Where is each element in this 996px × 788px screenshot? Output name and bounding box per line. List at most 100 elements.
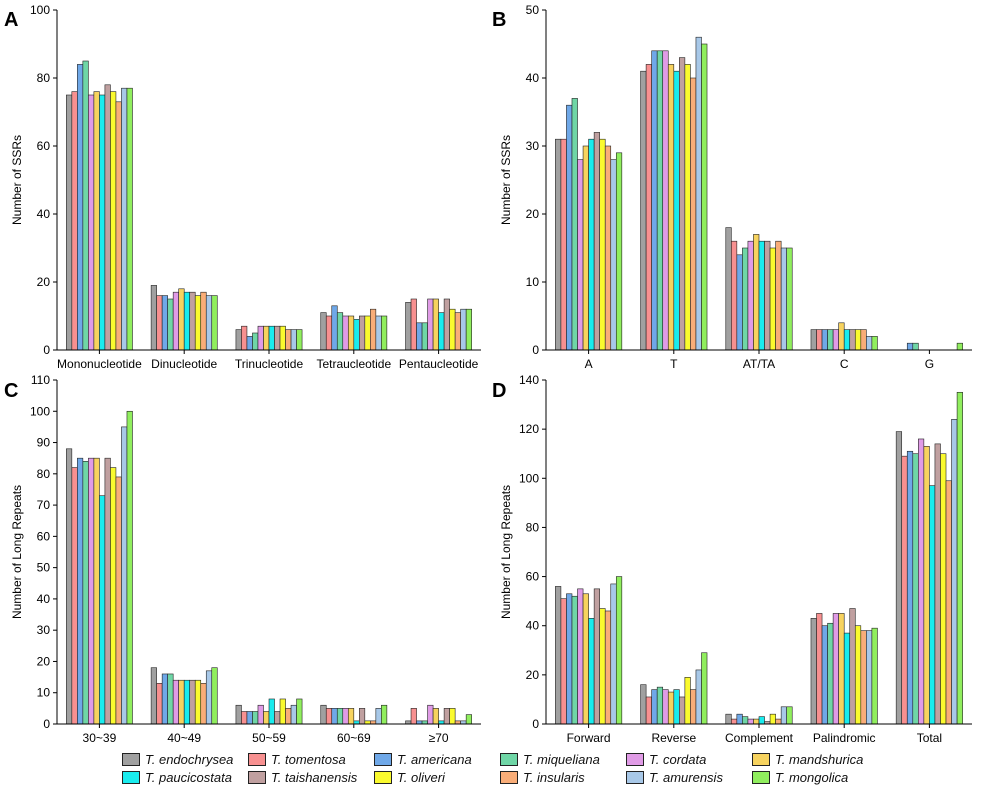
bar: [172, 679, 179, 725]
bar: [679, 57, 686, 351]
bar: [121, 426, 128, 725]
bar: [167, 673, 174, 725]
bar: [246, 336, 253, 351]
bar: [150, 667, 157, 725]
x-tick-label: 30~39: [83, 731, 117, 745]
bar: [325, 315, 333, 351]
y-tick-label: 10: [526, 275, 540, 289]
bar: [241, 711, 248, 725]
bar: [246, 711, 253, 725]
bar: [673, 70, 680, 351]
bar: [359, 315, 366, 351]
bar: [838, 322, 845, 351]
bar: [816, 613, 823, 725]
legend-swatch: [248, 770, 266, 784]
bar: [662, 50, 669, 351]
bar: [810, 618, 817, 725]
bar: [126, 410, 133, 725]
x-tick-label: 60~69: [337, 731, 371, 745]
y-axis-label: Number of SSRs: [10, 135, 24, 225]
y-tick-label: 40: [37, 207, 51, 221]
bar: [838, 613, 845, 725]
legend-swatch: [752, 752, 770, 766]
y-tick-label: 20: [37, 275, 51, 289]
bar: [200, 291, 207, 351]
bar: [684, 64, 691, 351]
bar: [945, 480, 952, 725]
bar: [571, 595, 578, 725]
bar: [736, 713, 743, 725]
bar: [416, 322, 423, 351]
bar: [821, 329, 828, 351]
bar: [906, 342, 914, 351]
bar: [71, 467, 78, 725]
bar: [786, 706, 793, 725]
legend-label: T. taishanensis: [271, 769, 358, 785]
y-tick-label: 100: [30, 3, 50, 17]
legend-item-insularis: T. insularis: [500, 770, 626, 785]
bar: [895, 431, 903, 725]
bar: [912, 342, 919, 351]
chart-panel-b: B Number of SSRs 0 10 20 30 40 50 A T AT/TA C G: [492, 3, 972, 371]
bar: [656, 50, 664, 351]
y-tick-label: 40: [37, 592, 51, 606]
bar: [381, 704, 388, 725]
legend-item-amurensis: T. amurensis: [626, 770, 752, 785]
y-tick-label: 60: [526, 570, 540, 584]
bar: [121, 87, 128, 351]
x-tick-label: Trinucleotide: [235, 357, 304, 371]
bar: [449, 708, 456, 725]
bar: [701, 43, 708, 351]
bar: [290, 704, 297, 725]
bar: [775, 240, 782, 351]
bar: [104, 84, 111, 351]
legend-item-taishanensis: T. taishanensis: [248, 770, 374, 785]
legend-swatch: [626, 770, 644, 784]
bar: [651, 689, 658, 725]
bar: [211, 667, 218, 725]
bar: [104, 457, 111, 725]
bar: [849, 608, 856, 725]
bar: [370, 308, 377, 351]
y-tick-label: 80: [37, 71, 51, 85]
x-tick-label: Complement: [725, 731, 794, 745]
bar: [769, 713, 776, 725]
y-tick-label: 0: [532, 343, 539, 357]
legend-label: T. mandshurica: [775, 751, 864, 767]
legend-label: T. americana: [397, 751, 472, 767]
bar: [610, 159, 617, 351]
bar: [460, 308, 467, 351]
y-tick-label: 0: [532, 717, 539, 731]
bar: [860, 630, 867, 725]
panel-letter: C: [4, 380, 18, 402]
bar: [66, 94, 73, 351]
bar: [126, 87, 133, 351]
legend-item-endochrysea: T. endochrysea: [122, 752, 248, 767]
bar: [640, 684, 647, 725]
bar: [438, 312, 445, 351]
bar: [156, 683, 163, 725]
bar: [780, 706, 787, 725]
bar: [252, 711, 259, 725]
legend-label: T. endochrysea: [145, 751, 234, 767]
bar: [274, 325, 281, 351]
bar: [274, 711, 281, 725]
legend-swatch: [626, 752, 644, 766]
bar: [764, 240, 771, 351]
bar: [178, 288, 185, 351]
legend-swatch: [500, 752, 518, 766]
panel-letter: A: [4, 9, 18, 31]
bar: [566, 593, 573, 725]
bar: [189, 291, 196, 351]
bar: [571, 98, 578, 351]
bar: [331, 708, 338, 725]
x-tick-label: C: [840, 357, 849, 371]
bar: [172, 291, 179, 351]
bar: [604, 145, 612, 351]
bar: [99, 495, 106, 725]
bar: [77, 457, 84, 725]
legend-label: T. cordata: [649, 751, 707, 767]
y-axis-label: Number of Long Repeats: [10, 485, 24, 619]
bar: [690, 77, 697, 351]
bar: [582, 593, 589, 725]
